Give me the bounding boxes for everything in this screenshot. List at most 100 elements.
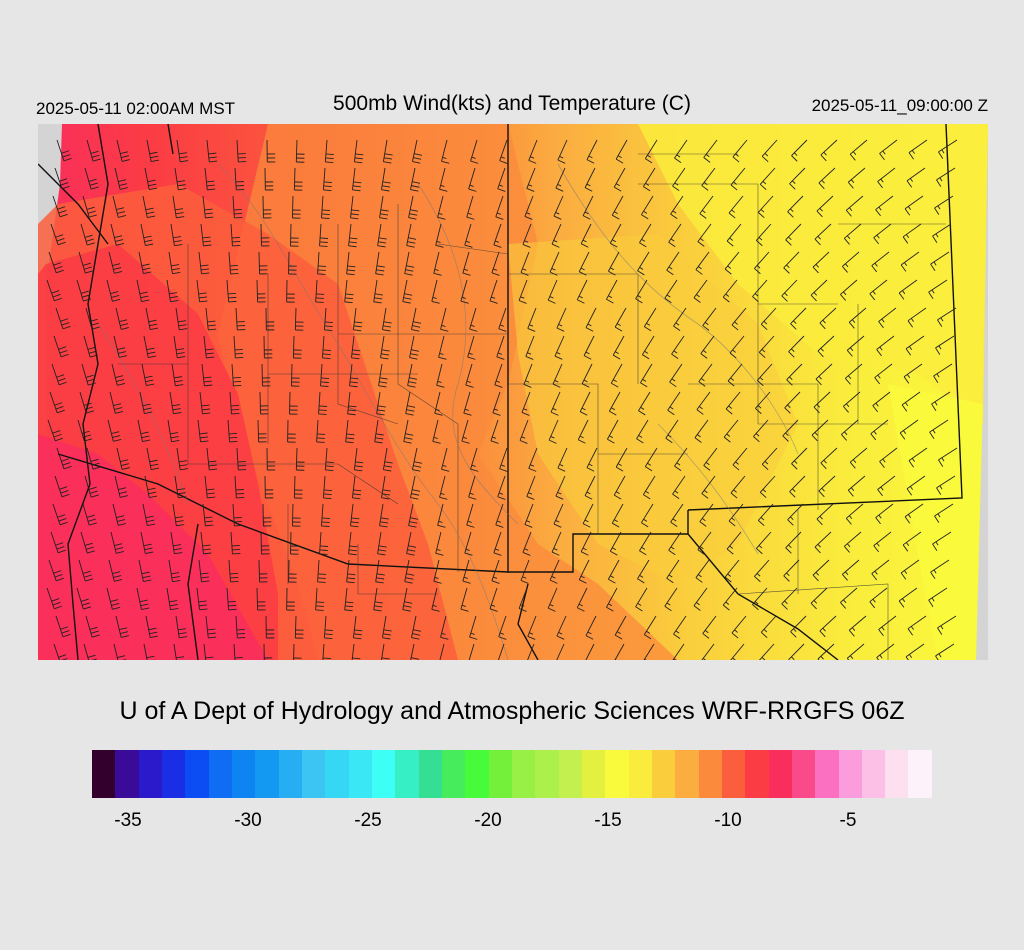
wind-barb bbox=[470, 139, 478, 162]
wind-barb bbox=[938, 139, 958, 153]
wind-barb-feather bbox=[559, 463, 564, 467]
wind-barb-feather bbox=[906, 234, 910, 239]
wind-barb-feather bbox=[322, 353, 331, 355]
colorbar-tick-label: -30 bbox=[234, 810, 262, 831]
wind-barb-feather bbox=[346, 433, 355, 436]
wind-barb-feather bbox=[701, 185, 709, 191]
wind-barb-feather bbox=[704, 321, 709, 326]
wind-barb-feather bbox=[495, 524, 504, 528]
wind-barb-feather bbox=[844, 378, 851, 385]
wind-barb-feather bbox=[908, 346, 913, 350]
wind-barb-feather bbox=[582, 215, 591, 220]
wind-barb-feather bbox=[528, 467, 537, 472]
wind-barb bbox=[373, 279, 378, 302]
wind-barb-feather bbox=[500, 156, 505, 159]
wind-barb-feather bbox=[205, 524, 214, 527]
wind-barb-feather bbox=[348, 405, 357, 408]
colorbar-swatch bbox=[581, 750, 606, 798]
wind-barb bbox=[759, 167, 776, 185]
wind-barb-feather bbox=[322, 357, 331, 359]
wind-barb-feather bbox=[754, 576, 761, 583]
wind-barb-feather bbox=[693, 297, 701, 303]
wind-barb-feather bbox=[874, 262, 878, 267]
wind-barb bbox=[493, 531, 502, 553]
wind-barb-feather bbox=[176, 180, 186, 183]
wind-barb-feather bbox=[820, 462, 827, 470]
wind-barb-feather bbox=[208, 464, 217, 467]
wind-barb-feather bbox=[120, 631, 129, 634]
wind-barb-feather bbox=[232, 548, 241, 551]
wind-barb-feather bbox=[321, 521, 330, 523]
wind-barb-feather bbox=[730, 492, 738, 499]
wind-barb-feather bbox=[200, 440, 209, 443]
wind-barb-feather bbox=[843, 599, 847, 604]
colorbar-swatch bbox=[255, 750, 279, 798]
wind-barb-feather bbox=[376, 413, 385, 416]
wind-barb-feather bbox=[559, 155, 564, 159]
wind-barb bbox=[406, 223, 412, 246]
wind-barb-feather bbox=[432, 440, 441, 444]
wind-barb-feather bbox=[92, 158, 101, 162]
wind-barb-feather bbox=[144, 411, 153, 415]
wind-barb-feather bbox=[557, 159, 566, 164]
wind-barb bbox=[527, 307, 537, 329]
wind-barb-feather bbox=[83, 606, 92, 610]
wind-barb-feather bbox=[872, 290, 876, 295]
wind-barb-feather bbox=[578, 603, 583, 607]
wind-barb-feather bbox=[232, 240, 241, 243]
wind-barb-feather bbox=[701, 210, 706, 214]
wind-barb bbox=[759, 475, 776, 493]
wind-barb-feather bbox=[233, 381, 242, 383]
wind-barb-feather bbox=[496, 520, 502, 523]
wind-barb-feather bbox=[935, 233, 939, 238]
wind-barb bbox=[643, 307, 657, 327]
wind-barb-feather bbox=[113, 438, 122, 442]
wind-barb-feather bbox=[587, 631, 592, 635]
wind-barb-feather bbox=[405, 413, 414, 416]
wind-barb bbox=[201, 363, 205, 386]
wind-barb bbox=[115, 615, 122, 638]
wind-barb bbox=[203, 335, 207, 358]
wind-barb-feather bbox=[732, 464, 740, 471]
wind-barb-feather bbox=[674, 490, 679, 494]
wind-barb-feather bbox=[204, 384, 213, 387]
wind-barb bbox=[579, 391, 591, 412]
wind-barb-feather bbox=[440, 185, 445, 187]
wind-barb-feather bbox=[877, 489, 883, 497]
wind-barb-feather bbox=[439, 188, 448, 192]
wind-barb-feather bbox=[88, 486, 97, 490]
wind-barb-feather bbox=[142, 403, 151, 407]
wind-barb bbox=[556, 307, 567, 329]
wind-barb bbox=[137, 419, 143, 442]
wind-barb-feather bbox=[556, 351, 561, 355]
wind-barb-feather bbox=[793, 628, 797, 632]
wind-barb-feather bbox=[637, 270, 645, 276]
wind-barb-feather bbox=[939, 177, 943, 182]
wind-barb-feather bbox=[62, 633, 71, 638]
wind-barb-feather bbox=[119, 491, 128, 494]
wind-barb-feather bbox=[382, 185, 391, 188]
wind-barb-feather bbox=[174, 552, 183, 555]
wind-barb-feather bbox=[171, 264, 180, 267]
wind-barb bbox=[323, 307, 327, 330]
wind-barb bbox=[814, 223, 832, 240]
wind-barb-feather bbox=[635, 606, 643, 612]
wind-barb-feather bbox=[437, 381, 442, 383]
wind-barb-feather bbox=[434, 269, 439, 271]
wind-barb bbox=[167, 419, 172, 442]
wind-barb bbox=[348, 531, 352, 554]
wind-barb-feather bbox=[875, 209, 881, 217]
wind-barb-feather bbox=[909, 486, 913, 490]
wind-barb-feather bbox=[699, 406, 703, 410]
wind-barb-feather bbox=[666, 294, 671, 298]
wind-barb-feather bbox=[549, 271, 558, 276]
wind-barb-feather bbox=[207, 324, 216, 327]
wind-barb-feather bbox=[937, 319, 943, 327]
wind-barb-feather bbox=[407, 385, 416, 388]
wind-barb-feather bbox=[493, 576, 498, 579]
wind-barb-feather bbox=[112, 606, 121, 610]
wind-barb-feather bbox=[319, 245, 328, 247]
wind-barb-feather bbox=[763, 629, 768, 633]
wind-barb-feather bbox=[813, 600, 818, 604]
wind-barb bbox=[173, 643, 177, 660]
